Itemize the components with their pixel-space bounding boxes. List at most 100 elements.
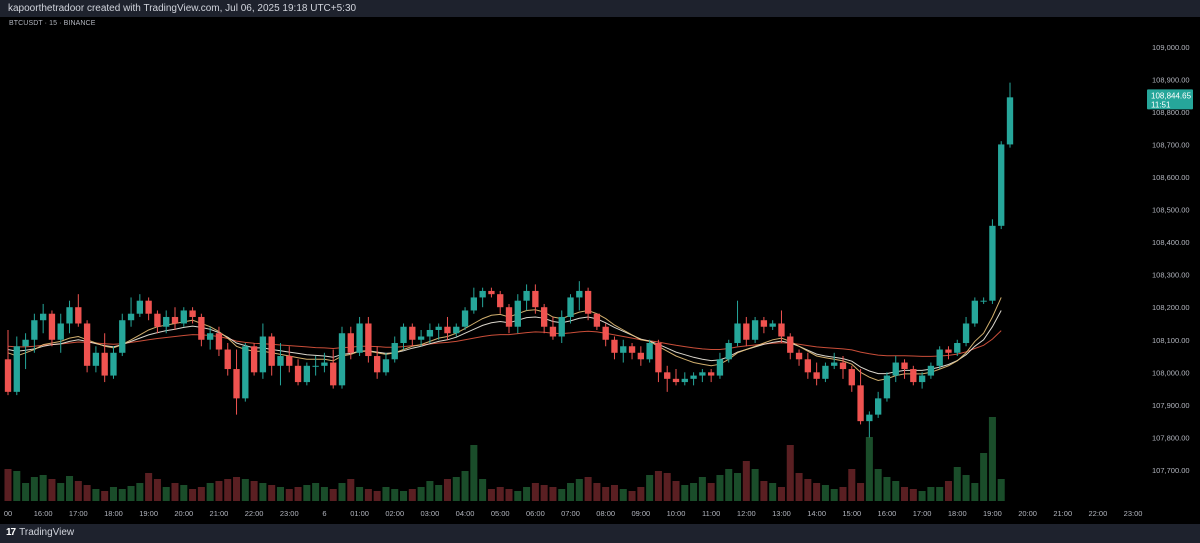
candle-body [22, 339, 29, 347]
candle-body [75, 307, 82, 324]
volume-bar [487, 489, 495, 501]
candle-body [901, 362, 908, 370]
volume-bar [795, 473, 803, 501]
candle [206, 326, 214, 350]
candle-body [751, 320, 759, 340]
candle-body [171, 316, 179, 324]
price-tick-label: 108,400.00 [1152, 238, 1190, 247]
time-axis[interactable]: 00 16:00 17:00 18:00 19:00 20:00 21:00 22:00 23:… [4, 509, 1143, 518]
candle [760, 316, 768, 334]
price-tick-label: 108,100.00 [1152, 336, 1190, 345]
volume-bar [593, 483, 601, 501]
candle [813, 362, 820, 386]
candle-body [145, 300, 152, 314]
candle-body [426, 329, 434, 337]
candle [479, 287, 486, 308]
candle [989, 219, 996, 304]
volume-bar [22, 483, 30, 501]
candle-body [488, 290, 495, 295]
candle-body [224, 349, 231, 370]
price-tick-label: 108,500.00 [1152, 206, 1190, 215]
candle [769, 320, 776, 330]
candle [22, 333, 29, 370]
volume-bar [619, 489, 627, 501]
candle [57, 313, 64, 353]
candle [215, 326, 223, 357]
candle [110, 346, 117, 379]
candle-body [822, 365, 829, 379]
time-tick-label: 17:00 [913, 509, 932, 518]
candle-body [787, 336, 794, 353]
candle-body [286, 356, 293, 366]
candle-body [391, 343, 398, 360]
tradingview-brand[interactable]: 17 TradingView [6, 527, 74, 538]
header-caption: kapoorthetradoor created with TradingVie… [8, 3, 357, 14]
volume-bar [276, 487, 284, 501]
candle [48, 310, 56, 347]
price-tick-label: 108,200.00 [1152, 303, 1190, 312]
brand-name: TradingView [19, 527, 75, 538]
candle-body [945, 349, 952, 353]
volume-bar [848, 469, 856, 501]
volume-bar [285, 489, 293, 501]
last-price-countdown: 11:51 [1151, 100, 1171, 109]
volume-bar [716, 475, 724, 501]
candle-body [655, 343, 662, 373]
time-tick-label: 06:00 [526, 509, 545, 518]
candle-body [883, 375, 891, 399]
candle [119, 313, 126, 357]
volume-bars [4, 417, 1005, 501]
candle [470, 287, 478, 314]
candle [259, 323, 267, 379]
time-tick-label: 21:00 [1053, 509, 1072, 518]
candle-body [4, 359, 12, 392]
symbol-label[interactable]: BTCUSDT · 15 · BINANCE [9, 20, 96, 27]
candle-body [13, 346, 20, 392]
volume-bar [435, 485, 443, 501]
volume-bar [760, 481, 768, 501]
candle-body [479, 290, 486, 298]
volume-bar [162, 487, 170, 501]
candle [145, 297, 152, 321]
chart-area[interactable] [0, 17, 1200, 524]
ma-slow-line [7, 330, 1002, 357]
candle [391, 336, 398, 363]
candle-body [962, 323, 970, 344]
candle [901, 359, 908, 379]
volume-bar [637, 487, 645, 501]
moving-averages [7, 297, 1002, 382]
candle [936, 346, 943, 370]
volume-bar [558, 489, 566, 501]
candle [743, 316, 750, 347]
volume-bar [92, 489, 100, 501]
price-axis[interactable]: 109,000.00 108,900.00 108,800.00 108,700.00… [1152, 43, 1190, 475]
volume-bar [241, 479, 249, 501]
candle [1006, 82, 1014, 148]
candle-body [831, 362, 838, 366]
volume-bar [400, 491, 408, 501]
volume-bar [479, 479, 487, 501]
candle [857, 369, 864, 425]
volume-bar [364, 489, 372, 501]
volume-bar [997, 479, 1005, 501]
candle-body [980, 300, 987, 302]
candle [409, 323, 416, 347]
volume-bar [356, 487, 364, 501]
candlestick-chart[interactable]: 109,000.00 108,900.00 108,800.00 108,700.00… [0, 17, 1200, 524]
volume-bar [883, 477, 891, 501]
candle-body [804, 359, 812, 373]
candle-body [725, 343, 732, 360]
candle [4, 329, 12, 396]
candle-body [382, 359, 390, 373]
candle [681, 372, 688, 386]
candle [567, 294, 574, 324]
volume-bar [892, 481, 900, 501]
candle-body [101, 352, 108, 376]
price-tick-label: 109,000.00 [1152, 43, 1190, 52]
volume-bar [725, 469, 733, 501]
volume-bar [109, 487, 117, 501]
time-tick-label: 07:00 [561, 509, 580, 518]
candle-body [400, 326, 407, 344]
candle-body [119, 320, 126, 353]
volume-bar [145, 473, 153, 501]
